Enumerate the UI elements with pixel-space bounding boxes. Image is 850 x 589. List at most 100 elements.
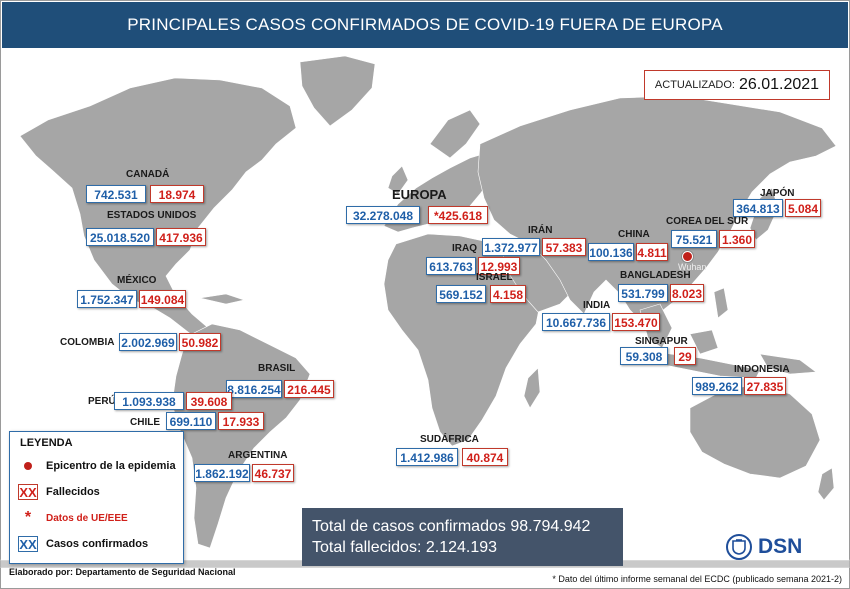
deaths-corea-del-sur: 1.360 xyxy=(719,230,755,248)
cases-europa: 32.278.048 xyxy=(346,206,420,224)
dsn-logo-text: DSN xyxy=(758,535,803,558)
new-guinea-shape xyxy=(759,353,817,375)
deaths-estados-unidos: 417.936 xyxy=(156,228,206,246)
deaths-europa: *425.618 xyxy=(428,206,488,224)
australia-shape xyxy=(689,383,821,479)
legend-ue-label: Datos de UE/EEE xyxy=(46,512,128,524)
deaths-singapur: 29 xyxy=(674,347,696,365)
deaths-indonesia: 27.835 xyxy=(744,377,786,395)
cases-colombia: 2.002.969 xyxy=(119,333,177,351)
epicenter-legend-icon xyxy=(18,458,38,474)
country-name-india: INDIA xyxy=(583,300,611,311)
cases-mexico: 1.752.347 xyxy=(77,290,137,308)
deaths-sudafrica: 40.874 xyxy=(462,448,508,466)
cases-brasil: 8.816.254 xyxy=(226,380,282,398)
totals-cases-value: 98.794.942 xyxy=(510,518,591,535)
asterisk-legend-icon: * xyxy=(24,509,32,526)
epicenter-label: Wuhan xyxy=(678,262,707,272)
totals-panel: Total de casos confirmados 98.794.942 To… xyxy=(302,508,623,566)
deaths-chile: 17.933 xyxy=(218,412,264,430)
cases-iraq: 613.763 xyxy=(426,257,476,275)
country-name-israel: ISRAEL xyxy=(476,272,513,283)
legend-title: LEYENDA xyxy=(20,437,73,449)
cases-legend-icon: XX xyxy=(18,536,38,552)
legend-row-ue: * Datos de UE/EEE xyxy=(18,509,128,526)
cases-peru: 1.093.938 xyxy=(114,392,184,410)
deaths-japon: 5.084 xyxy=(785,199,821,217)
legend-epicenter-label: Epicentro de la epidemia xyxy=(46,460,176,472)
cases-bangladesh: 531.799 xyxy=(618,284,668,302)
country-name-corea-del-sur: COREA DEL SUR xyxy=(666,216,749,227)
cases-canada: 742.531 xyxy=(86,185,146,203)
cases-argentina: 1.862.192 xyxy=(194,464,250,482)
cases-japon: 364.813 xyxy=(733,199,783,217)
deaths-bangladesh: 8.023 xyxy=(670,284,704,302)
deaths-colombia: 50.982 xyxy=(179,333,221,351)
country-name-bangladesh: BANGLADESH xyxy=(620,270,691,281)
footer-note: * Dato del último informe semanal del EC… xyxy=(552,574,842,584)
cases-iran: 1.372.977 xyxy=(482,238,540,256)
legend-deaths-label: Fallecidos xyxy=(46,486,100,498)
cases-indonesia: 989.262 xyxy=(692,377,742,395)
dsn-logo: DSN xyxy=(726,534,802,560)
footer-credit: Elaborado por: Departamento de Seguridad… xyxy=(9,567,236,577)
philippines-shape xyxy=(713,287,729,319)
deaths-peru: 39.608 xyxy=(186,392,232,410)
totals-deaths-value: 2.124.193 xyxy=(425,539,498,556)
country-name-sudafrica: SUDÁFRICA xyxy=(420,434,479,445)
deaths-mexico: 149.084 xyxy=(139,290,186,308)
deaths-india: 153.470 xyxy=(612,313,660,331)
updated-label: ACTUALIZADO: xyxy=(654,79,735,91)
updated-box: ACTUALIZADO: 26.01.2021 xyxy=(644,70,830,100)
country-name-canada: CANADÁ xyxy=(126,169,170,180)
country-name-mexico: MÉXICO xyxy=(117,275,157,286)
legend-cases-label: Casos confirmados xyxy=(46,538,149,550)
epicenter-marker xyxy=(682,251,693,262)
country-name-europa: EUROPA xyxy=(392,187,447,202)
cases-sudafrica: 1.412.986 xyxy=(396,448,458,466)
totals-cases-line: Total de casos confirmados 98.794.942 xyxy=(312,516,613,537)
country-name-iran: IRÁN xyxy=(528,225,553,236)
country-name-colombia: COLOMBIA xyxy=(60,337,115,348)
country-name-estados-unidos: ESTADOS UNIDOS xyxy=(107,210,197,221)
country-name-china: CHINA xyxy=(618,229,650,240)
cases-china: 100.136 xyxy=(588,243,634,261)
borneo-shape xyxy=(689,329,719,355)
cases-israel: 569.152 xyxy=(436,285,486,303)
greenland-shape xyxy=(299,55,376,127)
country-name-brasil: BRASIL xyxy=(258,363,296,374)
country-name-chile: CHILE xyxy=(130,417,160,428)
coat-of-arms-icon xyxy=(726,534,752,560)
uk-shape xyxy=(387,165,409,195)
cases-estados-unidos: 25.018.520 xyxy=(86,228,154,246)
country-name-singapur: SINGAPUR xyxy=(635,336,688,347)
deaths-brasil: 216.445 xyxy=(284,380,334,398)
cases-singapur: 59.308 xyxy=(620,347,668,365)
legend-row-cases: XX Casos confirmados xyxy=(18,536,148,552)
new-zealand-shape xyxy=(817,467,835,501)
legend-row-epicenter: Epicentro de la epidemia xyxy=(18,458,176,474)
cases-corea-del-sur: 75.521 xyxy=(671,230,717,248)
deaths-iran: 57.383 xyxy=(542,238,586,256)
deaths-china: 4.811 xyxy=(636,243,668,261)
legend-row-deaths: XX Fallecidos xyxy=(18,484,100,500)
south-america-shape xyxy=(171,323,311,549)
totals-deaths-line: Total fallecidos: 2.124.193 xyxy=(312,537,613,558)
country-name-japon: JAPÓN xyxy=(760,188,795,199)
totals-cases-label: Total de casos confirmados xyxy=(312,518,506,535)
country-name-iraq: IRAQ xyxy=(452,243,477,254)
deaths-argentina: 46.737 xyxy=(252,464,294,482)
deaths-iraq: 12.993 xyxy=(478,257,520,275)
legend: LEYENDA Epicentro de la epidemia XX Fall… xyxy=(9,431,184,564)
updated-date: 26.01.2021 xyxy=(739,76,820,93)
totals-deaths-label: Total fallecidos: xyxy=(312,539,422,556)
deaths-legend-icon: XX xyxy=(18,484,38,500)
cases-india: 10.667.736 xyxy=(542,313,610,331)
madagascar-shape xyxy=(523,367,541,409)
country-name-peru: PERÚ xyxy=(88,396,116,407)
scandinavia-shape xyxy=(429,109,481,159)
country-name-argentina: ARGENTINA xyxy=(228,450,288,461)
caribbean-shape xyxy=(199,293,246,305)
deaths-canada: 18.974 xyxy=(150,185,204,203)
deaths-israel: 4.158 xyxy=(490,285,526,303)
